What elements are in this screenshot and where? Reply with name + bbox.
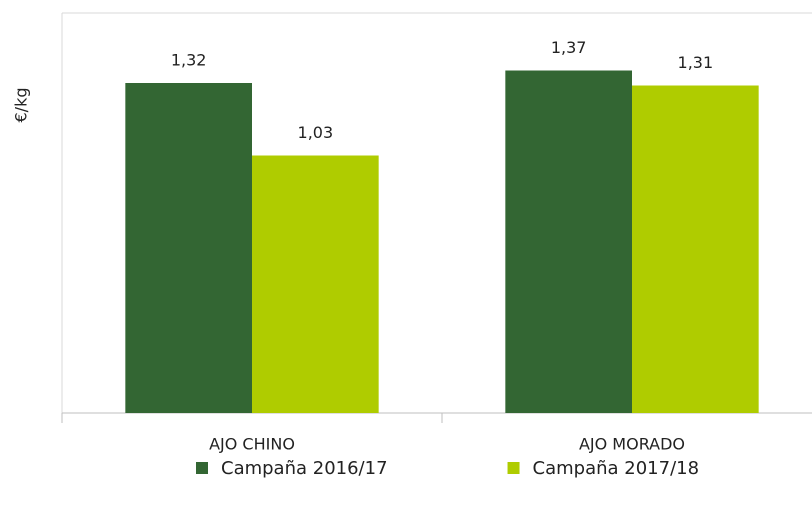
bar <box>505 70 632 413</box>
bar <box>252 155 379 413</box>
data-label: 1,32 <box>171 51 207 70</box>
data-label: 1,03 <box>298 123 334 142</box>
legend-label: Campaña 2017/18 <box>533 458 700 479</box>
bar <box>632 85 759 413</box>
bar <box>125 83 252 413</box>
data-label: 1,31 <box>678 53 714 72</box>
x-tick-label: AJO CHINO <box>209 435 295 454</box>
legend-label: Campaña 2016/17 <box>221 458 388 479</box>
legend-swatch <box>507 462 520 474</box>
x-tick-label: AJO MORADO <box>579 435 685 454</box>
data-label: 1,37 <box>551 38 587 57</box>
legend-swatch <box>196 462 208 474</box>
y-axis-label: €/kg <box>12 88 31 123</box>
